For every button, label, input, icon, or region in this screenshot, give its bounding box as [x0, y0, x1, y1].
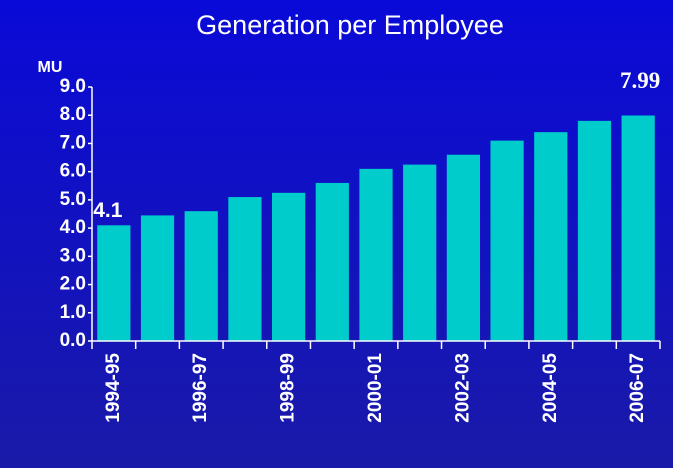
- chart-title: Generation per Employee: [196, 10, 504, 40]
- y-tick-label: 5.0: [60, 189, 86, 210]
- data-label: 4.1: [93, 199, 123, 222]
- x-tick-label: 1996-97: [190, 353, 211, 423]
- bar: [490, 140, 524, 341]
- y-axis-label: MU: [38, 59, 63, 76]
- y-tick-label: 2.0: [60, 274, 86, 295]
- bar: [577, 120, 612, 341]
- y-tick-label: 0.0: [60, 330, 86, 351]
- bar: [228, 197, 262, 341]
- bar: [403, 164, 437, 341]
- y-tick-label: 4.0: [60, 217, 86, 238]
- bar: [97, 225, 131, 341]
- y-tick-label: 9.0: [60, 76, 86, 97]
- data-label: 7.99: [620, 68, 660, 93]
- bar: [272, 192, 306, 341]
- y-tick-label: 3.0: [60, 245, 86, 266]
- bar: [184, 211, 218, 341]
- x-tick-label: 2004-05: [540, 353, 561, 423]
- y-tick-label: 6.0: [60, 161, 86, 182]
- bar: [359, 168, 393, 341]
- x-tick-label: 2002-03: [452, 353, 473, 423]
- bar: [534, 132, 568, 341]
- x-tick-label: 1998-99: [278, 353, 299, 423]
- bar: [315, 182, 349, 341]
- bar: [140, 215, 175, 341]
- y-tick-label: 7.0: [60, 132, 86, 153]
- x-tick-label: 1994-95: [103, 353, 124, 423]
- bar: [621, 115, 655, 341]
- x-tick-label: 2006-07: [627, 353, 648, 423]
- y-tick-label: 8.0: [60, 104, 86, 125]
- bar: [446, 154, 480, 341]
- x-tick-label: 2000-01: [365, 353, 386, 423]
- y-tick-label: 1.0: [60, 302, 86, 323]
